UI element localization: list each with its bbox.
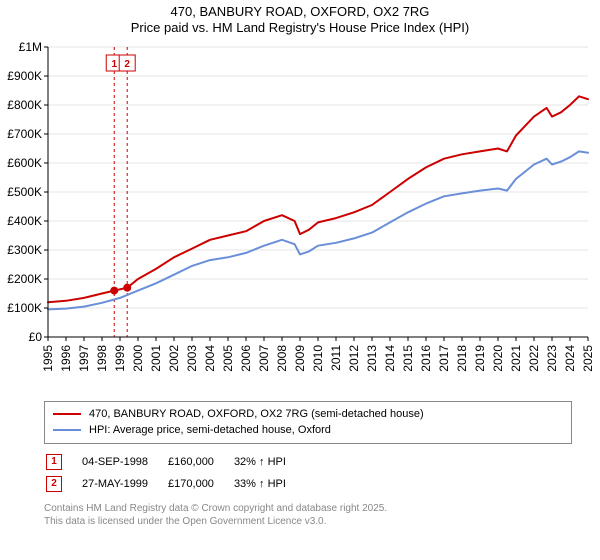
svg-text:£800K: £800K (7, 98, 42, 112)
sale-delta: 32% ↑ HPI (234, 452, 304, 472)
svg-text:2013: 2013 (365, 344, 379, 371)
svg-text:2000: 2000 (131, 344, 145, 371)
svg-text:2002: 2002 (167, 344, 181, 371)
footer-line2: This data is licensed under the Open Gov… (44, 515, 572, 528)
svg-text:£1M: £1M (19, 40, 42, 54)
svg-text:£100K: £100K (7, 301, 42, 315)
svg-text:2007: 2007 (257, 344, 271, 371)
svg-text:2: 2 (124, 59, 130, 70)
table-row: 2 27-MAY-1999£170,00033% ↑ HPI (46, 474, 304, 494)
svg-text:1999: 1999 (113, 344, 127, 371)
svg-text:£0: £0 (29, 330, 43, 344)
sale-delta: 33% ↑ HPI (234, 474, 304, 494)
svg-text:1: 1 (111, 59, 117, 70)
svg-text:1996: 1996 (59, 344, 73, 371)
legend-label: HPI: Average price, semi-detached house,… (89, 422, 331, 439)
svg-text:2017: 2017 (437, 344, 451, 371)
sale-date: 04-SEP-1998 (82, 452, 166, 472)
svg-text:£700K: £700K (7, 127, 42, 141)
marker-badge: 1 (46, 454, 62, 470)
chart-title-line1: 470, BANBURY ROAD, OXFORD, OX2 7RG (0, 4, 600, 20)
svg-text:2014: 2014 (383, 344, 397, 371)
price-paid-table: 1 04-SEP-1998£160,00032% ↑ HPI 2 27-MAY-199… (44, 450, 572, 496)
svg-text:£400K: £400K (7, 214, 42, 228)
legend-item: HPI: Average price, semi-detached house,… (53, 422, 563, 439)
svg-text:2022: 2022 (527, 344, 541, 371)
svg-text:2006: 2006 (239, 344, 253, 371)
svg-text:2020: 2020 (491, 344, 505, 371)
svg-text:2018: 2018 (455, 344, 469, 371)
footer-line1: Contains HM Land Registry data © Crown c… (44, 502, 572, 515)
svg-text:£900K: £900K (7, 69, 42, 83)
chart-svg: £0 £100K £200K £300K £400K £500K £600K £700K £80… (0, 37, 600, 397)
sale-price: £160,000 (168, 452, 232, 472)
chart-area: £0 £100K £200K £300K £400K £500K £600K £700K £80… (0, 37, 600, 397)
svg-text:2023: 2023 (545, 344, 559, 371)
svg-text:£500K: £500K (7, 185, 42, 199)
legend-item: 470, BANBURY ROAD, OXFORD, OX2 7RG (semi… (53, 406, 563, 423)
legend-swatch (53, 429, 81, 431)
svg-text:£200K: £200K (7, 272, 42, 286)
svg-text:£600K: £600K (7, 156, 42, 170)
chart-title-block: 470, BANBURY ROAD, OXFORD, OX2 7RG Price… (0, 0, 600, 37)
svg-text:2015: 2015 (401, 344, 415, 371)
svg-text:2004: 2004 (203, 344, 217, 371)
sale-price: £170,000 (168, 474, 232, 494)
svg-text:1997: 1997 (77, 344, 91, 371)
chart-title-line2: Price paid vs. HM Land Registry's House … (0, 20, 600, 36)
svg-text:1995: 1995 (41, 344, 55, 371)
svg-text:£300K: £300K (7, 243, 42, 257)
footer-note: Contains HM Land Registry data © Crown c… (44, 502, 572, 528)
svg-text:2025: 2025 (581, 344, 595, 371)
svg-text:2012: 2012 (347, 344, 361, 371)
svg-text:2003: 2003 (185, 344, 199, 371)
legend: 470, BANBURY ROAD, OXFORD, OX2 7RG (semi… (44, 401, 572, 444)
svg-text:2008: 2008 (275, 344, 289, 371)
legend-label: 470, BANBURY ROAD, OXFORD, OX2 7RG (semi… (89, 406, 424, 423)
marker-badge: 2 (46, 476, 62, 492)
svg-text:2024: 2024 (563, 344, 577, 371)
svg-text:2005: 2005 (221, 344, 235, 371)
svg-text:2021: 2021 (509, 344, 523, 371)
table-row: 1 04-SEP-1998£160,00032% ↑ HPI (46, 452, 304, 472)
svg-text:2010: 2010 (311, 344, 325, 371)
svg-text:2001: 2001 (149, 344, 163, 371)
svg-text:1998: 1998 (95, 344, 109, 371)
svg-text:2016: 2016 (419, 344, 433, 371)
legend-swatch (53, 413, 81, 415)
svg-text:2019: 2019 (473, 344, 487, 371)
svg-text:2011: 2011 (329, 344, 343, 370)
sale-date: 27-MAY-1999 (82, 474, 166, 494)
svg-text:2009: 2009 (293, 344, 307, 371)
